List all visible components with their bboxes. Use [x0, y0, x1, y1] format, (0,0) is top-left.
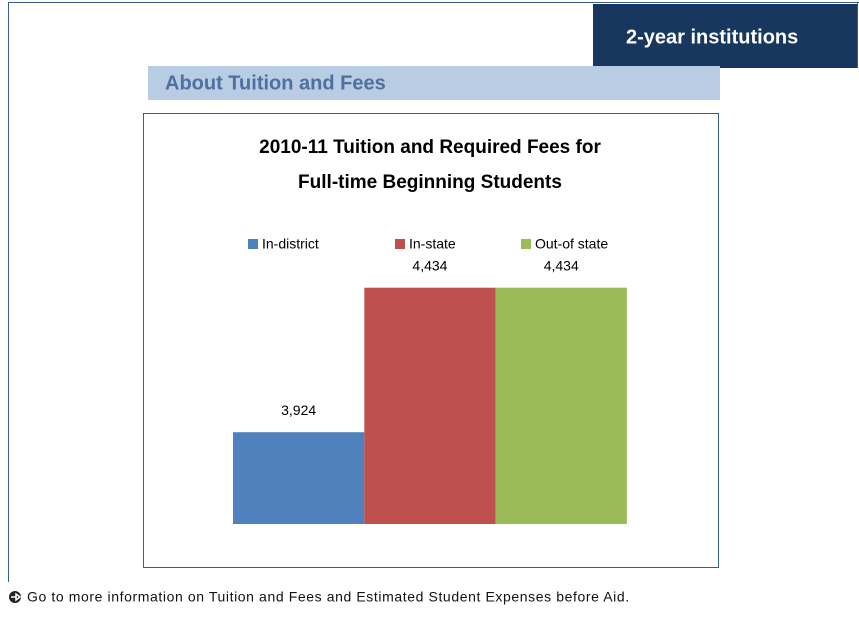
section-title: About Tuition and Fees: [165, 72, 386, 94]
legend-label: Out-of state: [535, 236, 608, 252]
value-label: 4,434: [544, 257, 579, 273]
chart-title: 2010-11 Tuition and Required Fees for: [259, 137, 601, 158]
chart-title: Full-time Beginning Students: [298, 172, 562, 193]
value-label: 3,924: [281, 402, 316, 418]
footer-link[interactable]: Go to more information on Tuition and Fe…: [27, 589, 630, 605]
bar: [233, 432, 365, 524]
legend-swatch: [395, 239, 405, 249]
bar: [364, 287, 496, 524]
footer[interactable]: Go to more information on Tuition and Fe…: [9, 589, 630, 605]
legend-swatch: [521, 239, 531, 249]
arrow-glyph: [11, 592, 22, 602]
badge: [593, 4, 857, 68]
badge-text: 2-year institutions: [626, 26, 798, 48]
bar: [495, 287, 627, 524]
legend-label: In-state: [409, 236, 456, 252]
legend-label: In-district: [262, 236, 319, 252]
section-bar: [148, 66, 720, 100]
legend-swatch: [248, 239, 258, 249]
value-label: 4,434: [412, 257, 447, 273]
